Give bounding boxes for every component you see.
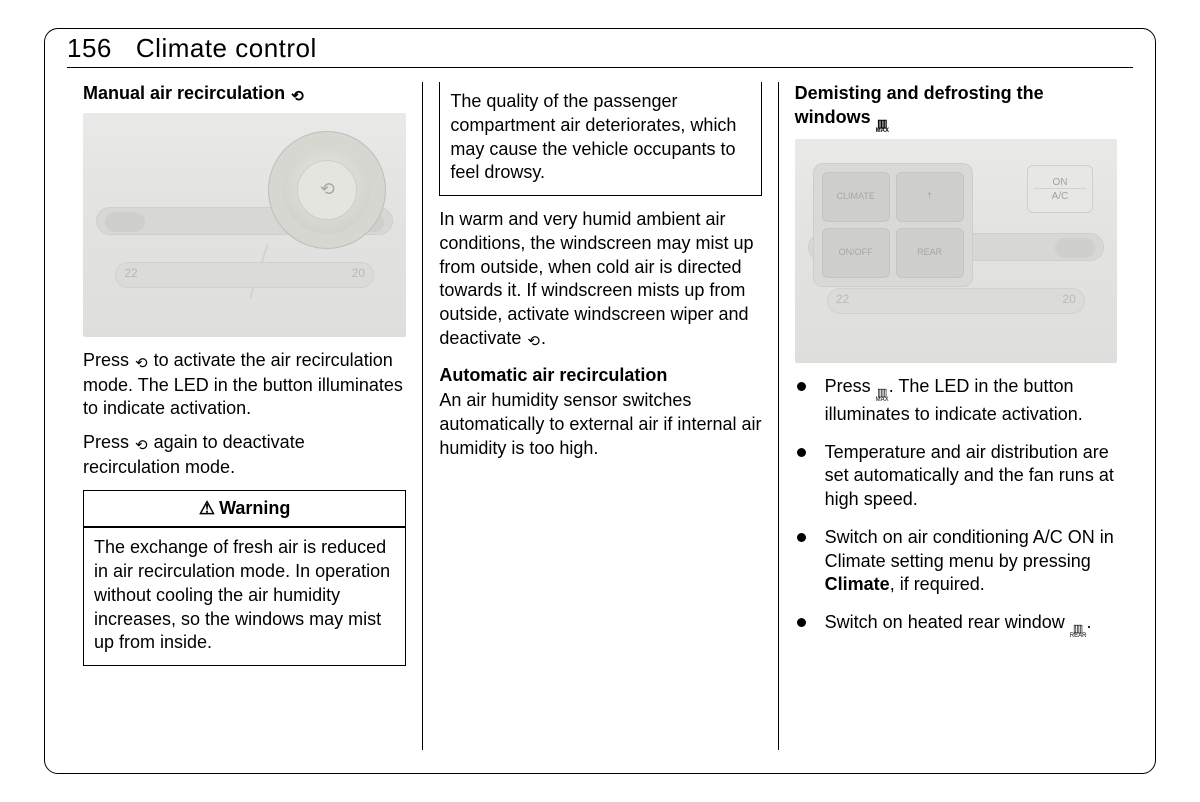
text: . (541, 328, 546, 348)
panel-cell-onoff: ON/OFF (822, 228, 890, 278)
figure-ac-box: ON A/C (1027, 165, 1093, 213)
text: . (1086, 612, 1091, 632)
rear-defrost-icon: ▥REAR (1070, 625, 1087, 639)
text: Press (83, 350, 134, 370)
col2-subheading: Automatic air recirculation (439, 364, 761, 388)
col2-para2: An air humidity sensor switches automati… (439, 389, 761, 460)
list-item: Temperature and air distribution are set… (795, 441, 1117, 512)
text: In warm and very humid ambient air condi… (439, 209, 753, 348)
figure-lower-strip: 22 20 (115, 262, 374, 288)
figure-temp-left: 22 (124, 266, 137, 282)
text: Temperature and air distribution are set… (825, 442, 1114, 510)
column-2: The quality of the passenger compartment… (422, 82, 777, 750)
warning-heading: ⚠Warning (84, 491, 405, 529)
climate-bold: Climate (825, 574, 890, 594)
ac-on-label: ON (1053, 177, 1068, 188)
warning-label: Warning (219, 498, 290, 518)
text: , if required. (890, 574, 985, 594)
text: Press (825, 376, 876, 396)
defrost-sub: MAX (876, 129, 889, 134)
col1-heading: Manual air recirculation ⟲ (83, 82, 406, 107)
figure-recirculation: ⟲ 22 20 (83, 113, 406, 337)
manual-page: 156 Climate control Manual air recircula… (44, 28, 1156, 774)
chapter-title: Climate control (136, 33, 317, 64)
col1-para2: Press ⟲ again to deactivate recirculatio… (83, 431, 406, 480)
col1-para1: Press ⟲ to activate the air recirculatio… (83, 349, 406, 421)
list-item: Switch on heated rear window ▥REAR. (795, 611, 1117, 639)
recirculation-icon: ⟲ (297, 160, 357, 220)
figure-defrost: CLIMATE ⇡ ON/OFF REAR ON A/C 22 20 (795, 139, 1117, 363)
page-number: 156 (67, 33, 112, 64)
panel-cell-defrost: ⇡ (896, 172, 964, 222)
ac-label: A/C (1034, 188, 1085, 202)
warning-triangle-icon: ⚠ (199, 498, 215, 518)
figure-temp-right: 20 (1062, 292, 1075, 308)
list-item: Press ▥MAX. The LED in the button illumi… (795, 375, 1117, 426)
defrost-sub: MAX (876, 398, 889, 403)
col3-bullets: Press ▥MAX. The LED in the button illumi… (795, 375, 1117, 638)
defrost-max-icon: ▥MAX (876, 389, 889, 403)
figure-climate-panel: CLIMATE ⇡ ON/OFF REAR (813, 163, 973, 287)
text: Switch on heated rear window (825, 612, 1070, 632)
figure-recirc-knob: ⟲ (268, 131, 386, 249)
column-1: Manual air recirculation ⟲ ⟲ 22 20 Press… (67, 82, 422, 750)
col3-heading: Demisting and defrosting the windows ▥ M… (795, 82, 1117, 133)
warning-continued: The quality of the passenger compartment… (439, 82, 761, 196)
warning-body: The exchange of fresh air is reduced in … (84, 528, 405, 665)
figure-temp-right: 20 (352, 266, 365, 282)
panel-cell-climate: CLIMATE (822, 172, 890, 222)
recirculation-icon: ⟲ (134, 436, 149, 456)
figure-temp-left: 22 (836, 292, 849, 308)
text: Press (83, 432, 134, 452)
col2-para1: In warm and very humid ambient air condi… (439, 208, 761, 352)
col3-heading-text: Demisting and defrosting the windows (795, 83, 1044, 127)
figure-lower-strip: 22 20 (827, 288, 1085, 314)
columns: Manual air recirculation ⟲ ⟲ 22 20 Press… (67, 82, 1133, 750)
recirculation-icon: ⟲ (526, 332, 541, 352)
col1-heading-text: Manual air recirculation (83, 83, 285, 103)
warning-box: ⚠Warning The exchange of fresh air is re… (83, 490, 406, 667)
text: Switch on air conditioning A/C ON in Cli… (825, 527, 1114, 571)
panel-cell-rear: REAR (896, 228, 964, 278)
recirculation-icon: ⟲ (134, 354, 149, 374)
recirculation-icon: ⟲ (290, 87, 305, 107)
column-3: Demisting and defrosting the windows ▥ M… (778, 82, 1133, 750)
list-item: Switch on air conditioning A/C ON in Cli… (795, 526, 1117, 597)
page-header: 156 Climate control (67, 29, 1133, 68)
defrost-max-icon: ▥ MAX (876, 120, 889, 134)
defrost-sub: REAR (1070, 634, 1087, 639)
